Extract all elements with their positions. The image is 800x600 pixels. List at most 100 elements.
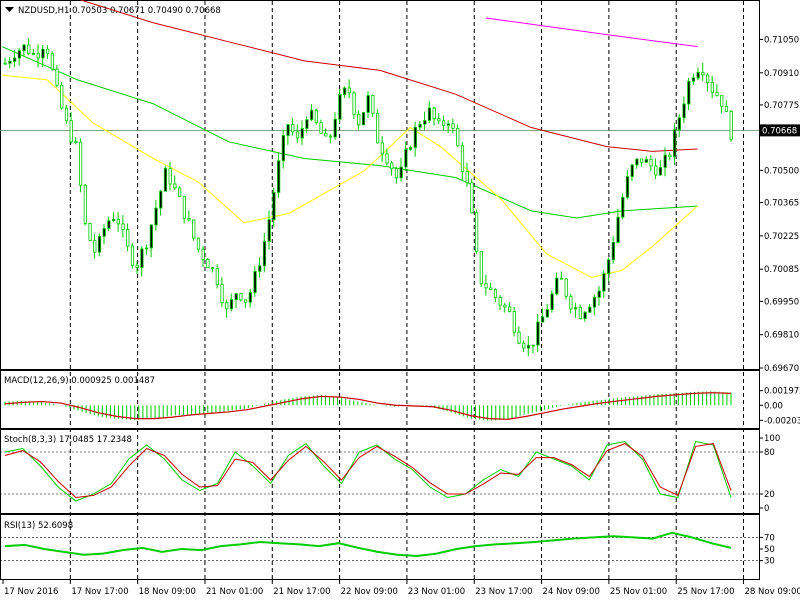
- candle-body: [696, 71, 700, 79]
- candle-body: [536, 321, 540, 346]
- candle-body: [36, 52, 40, 59]
- candle-body: [60, 84, 64, 109]
- candle-body: [720, 95, 724, 107]
- candle-body: [418, 123, 422, 128]
- candle-body: [413, 126, 417, 148]
- candle-body: [475, 212, 479, 252]
- stoch-k-line: [4, 440, 732, 502]
- price-tick-label: 0.70775: [764, 101, 799, 111]
- candle-body: [493, 289, 498, 298]
- candle-body: [225, 302, 229, 310]
- candle-body: [206, 259, 210, 269]
- candle-body: [196, 237, 201, 250]
- candle-body: [22, 44, 26, 52]
- candle-body: [357, 113, 361, 126]
- candle-body: [489, 287, 493, 291]
- candle-body: [69, 120, 73, 143]
- candle-body: [333, 118, 337, 138]
- price-tick-label: 0.70225: [764, 232, 799, 242]
- moving-average-line: [1, 74, 698, 279]
- candle-body: [267, 219, 271, 242]
- candle-body: [442, 120, 446, 126]
- stoch-pane-frame: [0, 429, 760, 514]
- price-tick-label: 0.70365: [764, 199, 799, 209]
- candle-body: [300, 128, 304, 139]
- main-pane-frame: [0, 0, 760, 370]
- candle-body: [437, 118, 441, 122]
- candle-body: [654, 165, 658, 176]
- candle-body: [319, 122, 323, 134]
- candle-body: [295, 131, 300, 139]
- candle-body: [559, 277, 564, 280]
- candle-body: [272, 192, 276, 221]
- candle-body: [248, 292, 252, 303]
- candle-body: [192, 219, 196, 239]
- stoch-d-line: [4, 443, 732, 499]
- collapse-arrow-icon[interactable]: [5, 7, 14, 12]
- candle-body: [522, 342, 526, 349]
- time-tick-label: 17 Nov 17:00: [71, 587, 128, 597]
- moving-average-line: [79, 0, 698, 152]
- candle-body: [140, 248, 144, 268]
- candle-body: [324, 132, 328, 137]
- candle-body: [390, 162, 394, 170]
- candle-body: [526, 344, 531, 349]
- price-pane: [0, 0, 759, 357]
- candle-body: [286, 124, 290, 136]
- candle-body: [201, 248, 205, 260]
- candle-body: [578, 307, 582, 320]
- candle-body: [130, 245, 135, 266]
- candle-body: [715, 91, 719, 97]
- candle-body: [588, 306, 592, 313]
- candle-body: [74, 141, 78, 144]
- candle-body: [211, 267, 215, 270]
- candle-body: [710, 82, 714, 93]
- candle-body: [640, 158, 644, 163]
- candle-body: [545, 309, 549, 318]
- candle-body: [220, 284, 224, 304]
- stoch-tick-label: 80: [764, 448, 775, 458]
- candle-body: [701, 71, 705, 76]
- candle-body: [234, 293, 238, 301]
- rsi-tick-label: 70: [764, 533, 775, 543]
- candle-body: [239, 293, 243, 301]
- candle-body: [616, 216, 620, 243]
- candle-body: [149, 224, 153, 249]
- stoch-header: Stoch(8,3,3) 17.0485 17.2348: [4, 435, 132, 445]
- candle-body: [385, 153, 389, 164]
- candle-body: [27, 44, 31, 54]
- candle-body: [93, 240, 97, 253]
- moving-average-line: [485, 17, 698, 48]
- time-tick-label: 23 Nov 01:00: [408, 587, 465, 597]
- candle-body: [50, 53, 54, 70]
- time-tick-label: 21 Nov 17:00: [273, 587, 330, 597]
- price-tick-label: 0.69950: [764, 297, 799, 307]
- candle-body: [394, 168, 399, 179]
- candle-body: [498, 296, 502, 306]
- price-tick-label: 0.69810: [764, 331, 799, 341]
- macd-header: MACD(12,26,9) 0.000925 0.001487: [4, 376, 155, 386]
- candle-body: [427, 107, 432, 121]
- rsi-pane-frame: [0, 514, 760, 580]
- candle-body: [541, 316, 545, 323]
- candle-body: [102, 228, 106, 237]
- candle-body: [168, 168, 172, 185]
- candle-body: [724, 105, 729, 112]
- candle-body: [451, 123, 455, 129]
- candle-body: [347, 87, 351, 94]
- candle-body: [479, 251, 483, 285]
- candle-body: [432, 107, 436, 120]
- candle-body: [517, 331, 521, 344]
- candle-body: [187, 218, 191, 221]
- candle-body: [376, 112, 380, 144]
- candle-body: [366, 95, 370, 113]
- stoch-tick-label: 0: [764, 504, 769, 514]
- time-gridlines: [69, 1, 745, 579]
- candle-body: [41, 48, 45, 59]
- current-price-box: [760, 124, 800, 137]
- price-tick-label: 0.70910: [764, 69, 799, 79]
- candle-body: [88, 222, 92, 241]
- candle-body: [281, 135, 285, 162]
- time-tick-label: 25 Nov 01:00: [610, 587, 667, 597]
- candle-body: [611, 241, 615, 261]
